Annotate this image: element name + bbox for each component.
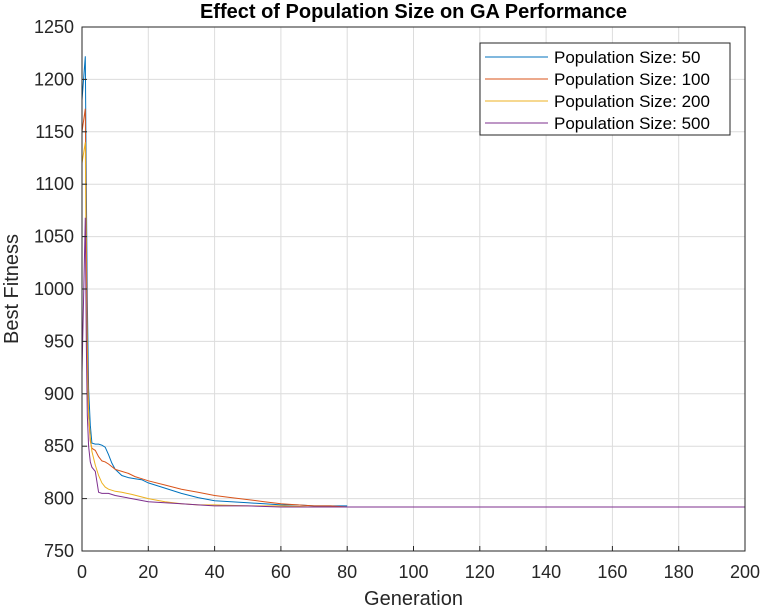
legend-box — [479, 42, 731, 136]
x-tick-label: 20 — [138, 562, 158, 582]
y-tick-label: 750 — [44, 541, 74, 561]
legend-label: Population Size: 50 — [554, 48, 701, 67]
x-tick-label: 100 — [398, 562, 428, 582]
x-tick-label: 60 — [271, 562, 291, 582]
series-lines — [81, 56, 745, 508]
series-line-3 — [81, 142, 348, 508]
x-axis-label: Generation — [364, 588, 463, 607]
x-tick-label: 120 — [465, 562, 495, 582]
legend-label: Population Size: 500 — [554, 114, 710, 133]
y-tick-label: 850 — [44, 436, 74, 456]
y-tick-label: 950 — [44, 331, 74, 351]
y-tick-label: 1150 — [35, 122, 74, 142]
x-tick-label: 40 — [205, 562, 225, 582]
legend-label: Population Size: 100 — [554, 70, 710, 89]
y-tick-label: 800 — [44, 489, 74, 509]
y-tick-label: 1000 — [34, 279, 74, 299]
y-tick-label: 1050 — [34, 227, 74, 247]
legend: Population Size: 50 Population Size: 100 P… — [479, 42, 731, 136]
chart-title: Effect of Population Size on GA Performa… — [200, 1, 627, 23]
y-tick-label: 1100 — [35, 174, 74, 194]
legend-label: Population Size: 200 — [554, 92, 710, 111]
y-tick-label: 1200 — [34, 69, 74, 89]
x-tick-label: 0 — [77, 562, 87, 582]
y-tick-label: 900 — [44, 384, 74, 404]
y-tick-label: 1250 — [34, 17, 74, 37]
x-tick-label: 180 — [664, 562, 694, 582]
x-tick-label: 140 — [531, 562, 561, 582]
x-tick-label: 200 — [730, 562, 760, 582]
x-tick-label: 80 — [337, 562, 357, 582]
series-line-4 — [81, 217, 348, 508]
x-tick-label: 160 — [597, 562, 627, 582]
series-line-1 — [81, 56, 348, 507]
y-axis-label: Best Fitness — [1, 234, 23, 344]
axis-ticks: 0 20 40 60 80 100 120 140 160 180 200 750 800 850 900 9… — [34, 17, 760, 582]
